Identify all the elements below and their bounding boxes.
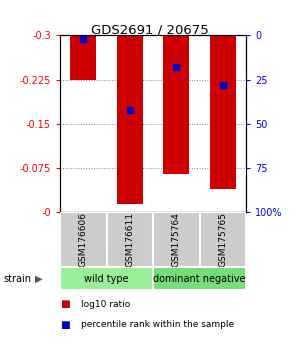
Text: log10 ratio: log10 ratio (81, 300, 130, 309)
Text: GSM176606: GSM176606 (79, 212, 88, 267)
Text: strain: strain (3, 274, 31, 284)
Bar (153, 212, 200, 267)
Bar (60, 212, 106, 267)
Bar (70, 35, 96, 80)
Bar (117, 35, 142, 204)
Text: GSM176611: GSM176611 (125, 212, 134, 267)
Bar (200, 212, 246, 267)
Text: GSM175764: GSM175764 (172, 212, 181, 267)
Text: GSM175765: GSM175765 (218, 212, 227, 267)
Text: GDS2691 / 20675: GDS2691 / 20675 (91, 23, 209, 36)
Text: dominant negative: dominant negative (153, 274, 246, 284)
Bar (153, 267, 246, 290)
Bar (164, 35, 189, 174)
Bar (210, 35, 236, 189)
Text: ■: ■ (60, 299, 70, 309)
Text: wild type: wild type (84, 274, 129, 284)
Text: ▶: ▶ (35, 274, 43, 284)
Text: ■: ■ (60, 320, 70, 330)
Bar (106, 212, 153, 267)
Bar (60, 267, 153, 290)
Text: percentile rank within the sample: percentile rank within the sample (81, 320, 234, 330)
